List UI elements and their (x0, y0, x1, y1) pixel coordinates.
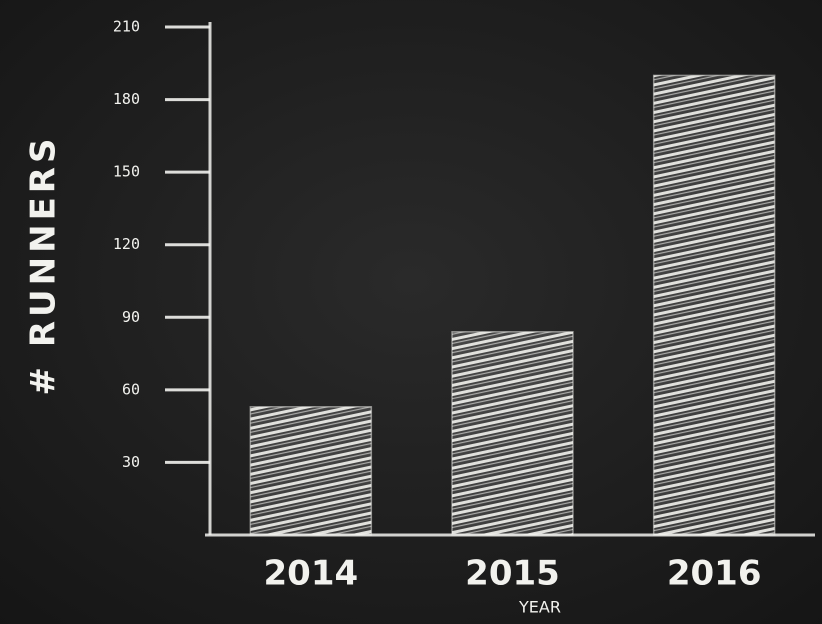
x-tick-label: 2015 (465, 554, 560, 594)
x-tick-label: 2016 (667, 554, 762, 594)
y-tick-label: 150 (113, 163, 140, 181)
y-tick-label: 210 (113, 18, 140, 36)
x-axis-label: YEAR (518, 598, 561, 617)
x-tick-label: 2014 (264, 554, 359, 594)
bar (249, 406, 373, 536)
y-tick-label: 90 (122, 308, 140, 326)
bar (652, 74, 776, 536)
bar (451, 331, 574, 536)
y-tick-label: 180 (113, 90, 140, 108)
y-axis-label: # RUNNERS (24, 135, 64, 396)
y-tick-label: 120 (113, 235, 140, 253)
y-tick-label: 30 (122, 453, 140, 471)
y-tick-label: 60 (122, 380, 140, 398)
